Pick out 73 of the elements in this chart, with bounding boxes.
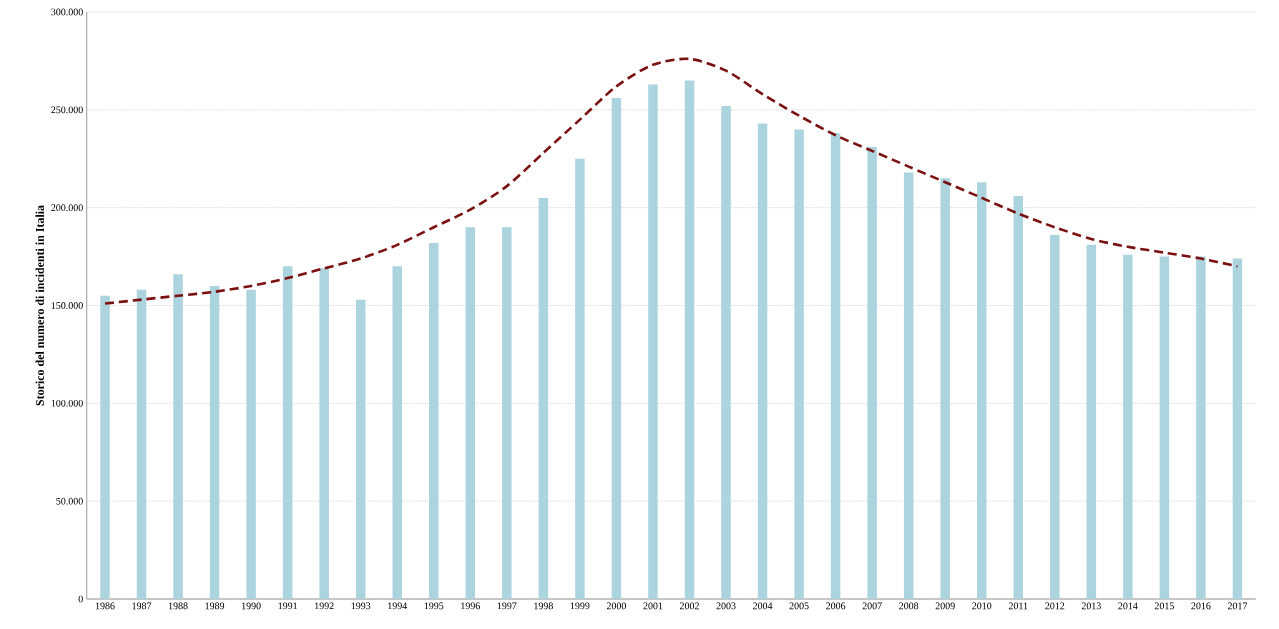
y-tick-label: 300.000 — [51, 8, 83, 16]
x-tick-label: 1993 — [351, 602, 371, 610]
x-tick-label: 2014 — [1118, 602, 1138, 610]
line-series — [103, 57, 1239, 305]
x-tick-label: 1997 — [497, 602, 517, 610]
x-tick-label: 1999 — [570, 602, 590, 610]
bar — [246, 289, 256, 599]
x-tick-label: 2015 — [1154, 602, 1174, 610]
bar — [209, 285, 220, 599]
bar — [538, 197, 549, 599]
x-tick-label: 2009 — [935, 602, 955, 610]
x-tick-label: 1990 — [242, 602, 261, 610]
x-tick-label: 2008 — [899, 602, 919, 610]
bar — [1086, 244, 1097, 599]
x-tick-label: 2005 — [789, 602, 809, 610]
bar — [1232, 258, 1243, 599]
y-tick-label: 50.000 — [56, 497, 83, 505]
bar — [282, 266, 293, 599]
bar — [355, 299, 366, 599]
x-tick-label: 1995 — [424, 602, 444, 610]
y-tick-label: 200.000 — [51, 204, 83, 212]
x-tick-label: 2000 — [606, 602, 627, 610]
x-tick-label: 2010 — [972, 602, 992, 610]
bar — [830, 133, 841, 599]
x-tick-label: 2011 — [1008, 602, 1028, 610]
bar — [684, 80, 695, 599]
x-tick-label: 1986 — [95, 602, 115, 610]
bar — [648, 84, 658, 599]
bar — [502, 227, 512, 599]
x-tick-label: 2017 — [1227, 602, 1248, 610]
bar — [721, 105, 731, 599]
bar — [1196, 256, 1206, 599]
bar — [319, 268, 329, 599]
bar — [1159, 256, 1170, 599]
x-tick-label: 1988 — [168, 602, 188, 610]
x-tick-label: 2002 — [679, 602, 699, 610]
x-tick-label: 1992 — [315, 602, 334, 610]
bar — [575, 158, 585, 599]
bar — [173, 274, 183, 599]
x-tick-label: 2004 — [753, 602, 773, 610]
bar — [465, 227, 476, 599]
y-tick-label: 250.000 — [51, 106, 83, 114]
bar — [940, 178, 950, 599]
bar — [429, 242, 439, 599]
bar — [611, 98, 622, 599]
y-tick-label: 0 — [78, 595, 83, 603]
x-tick-label: 1989 — [205, 602, 225, 610]
bar — [1050, 235, 1060, 599]
x-tick-label: 1987 — [132, 602, 152, 610]
y-tick-label: 150.000 — [51, 302, 83, 309]
bar — [392, 266, 402, 599]
bar — [867, 147, 877, 599]
x-tick-label: 1994 — [388, 602, 408, 610]
bar — [1123, 254, 1133, 599]
x-tick-label: 2013 — [1081, 602, 1101, 610]
x-tick-label: 2007 — [862, 602, 882, 610]
bar — [136, 289, 147, 599]
x-tick-label: 2016 — [1191, 602, 1211, 610]
bar — [794, 129, 804, 599]
x-tick-label: 1996 — [461, 602, 480, 610]
x-tick-label: 1991 — [278, 602, 298, 610]
x-tick-label: 2012 — [1045, 602, 1065, 610]
x-tick-label: 2001 — [643, 602, 663, 610]
bar — [1013, 195, 1024, 599]
x-tick-label: 2003 — [716, 602, 736, 610]
bar — [903, 172, 914, 599]
x-tick-label: 1998 — [534, 602, 553, 610]
bar — [100, 295, 110, 599]
bar — [757, 123, 768, 599]
bar — [976, 182, 987, 599]
y-axis-title: Storico del numero di incidenti in Italia — [35, 205, 44, 406]
y-tick-label: 100.000 — [51, 399, 83, 407]
x-tick-label: 2006 — [826, 602, 846, 610]
